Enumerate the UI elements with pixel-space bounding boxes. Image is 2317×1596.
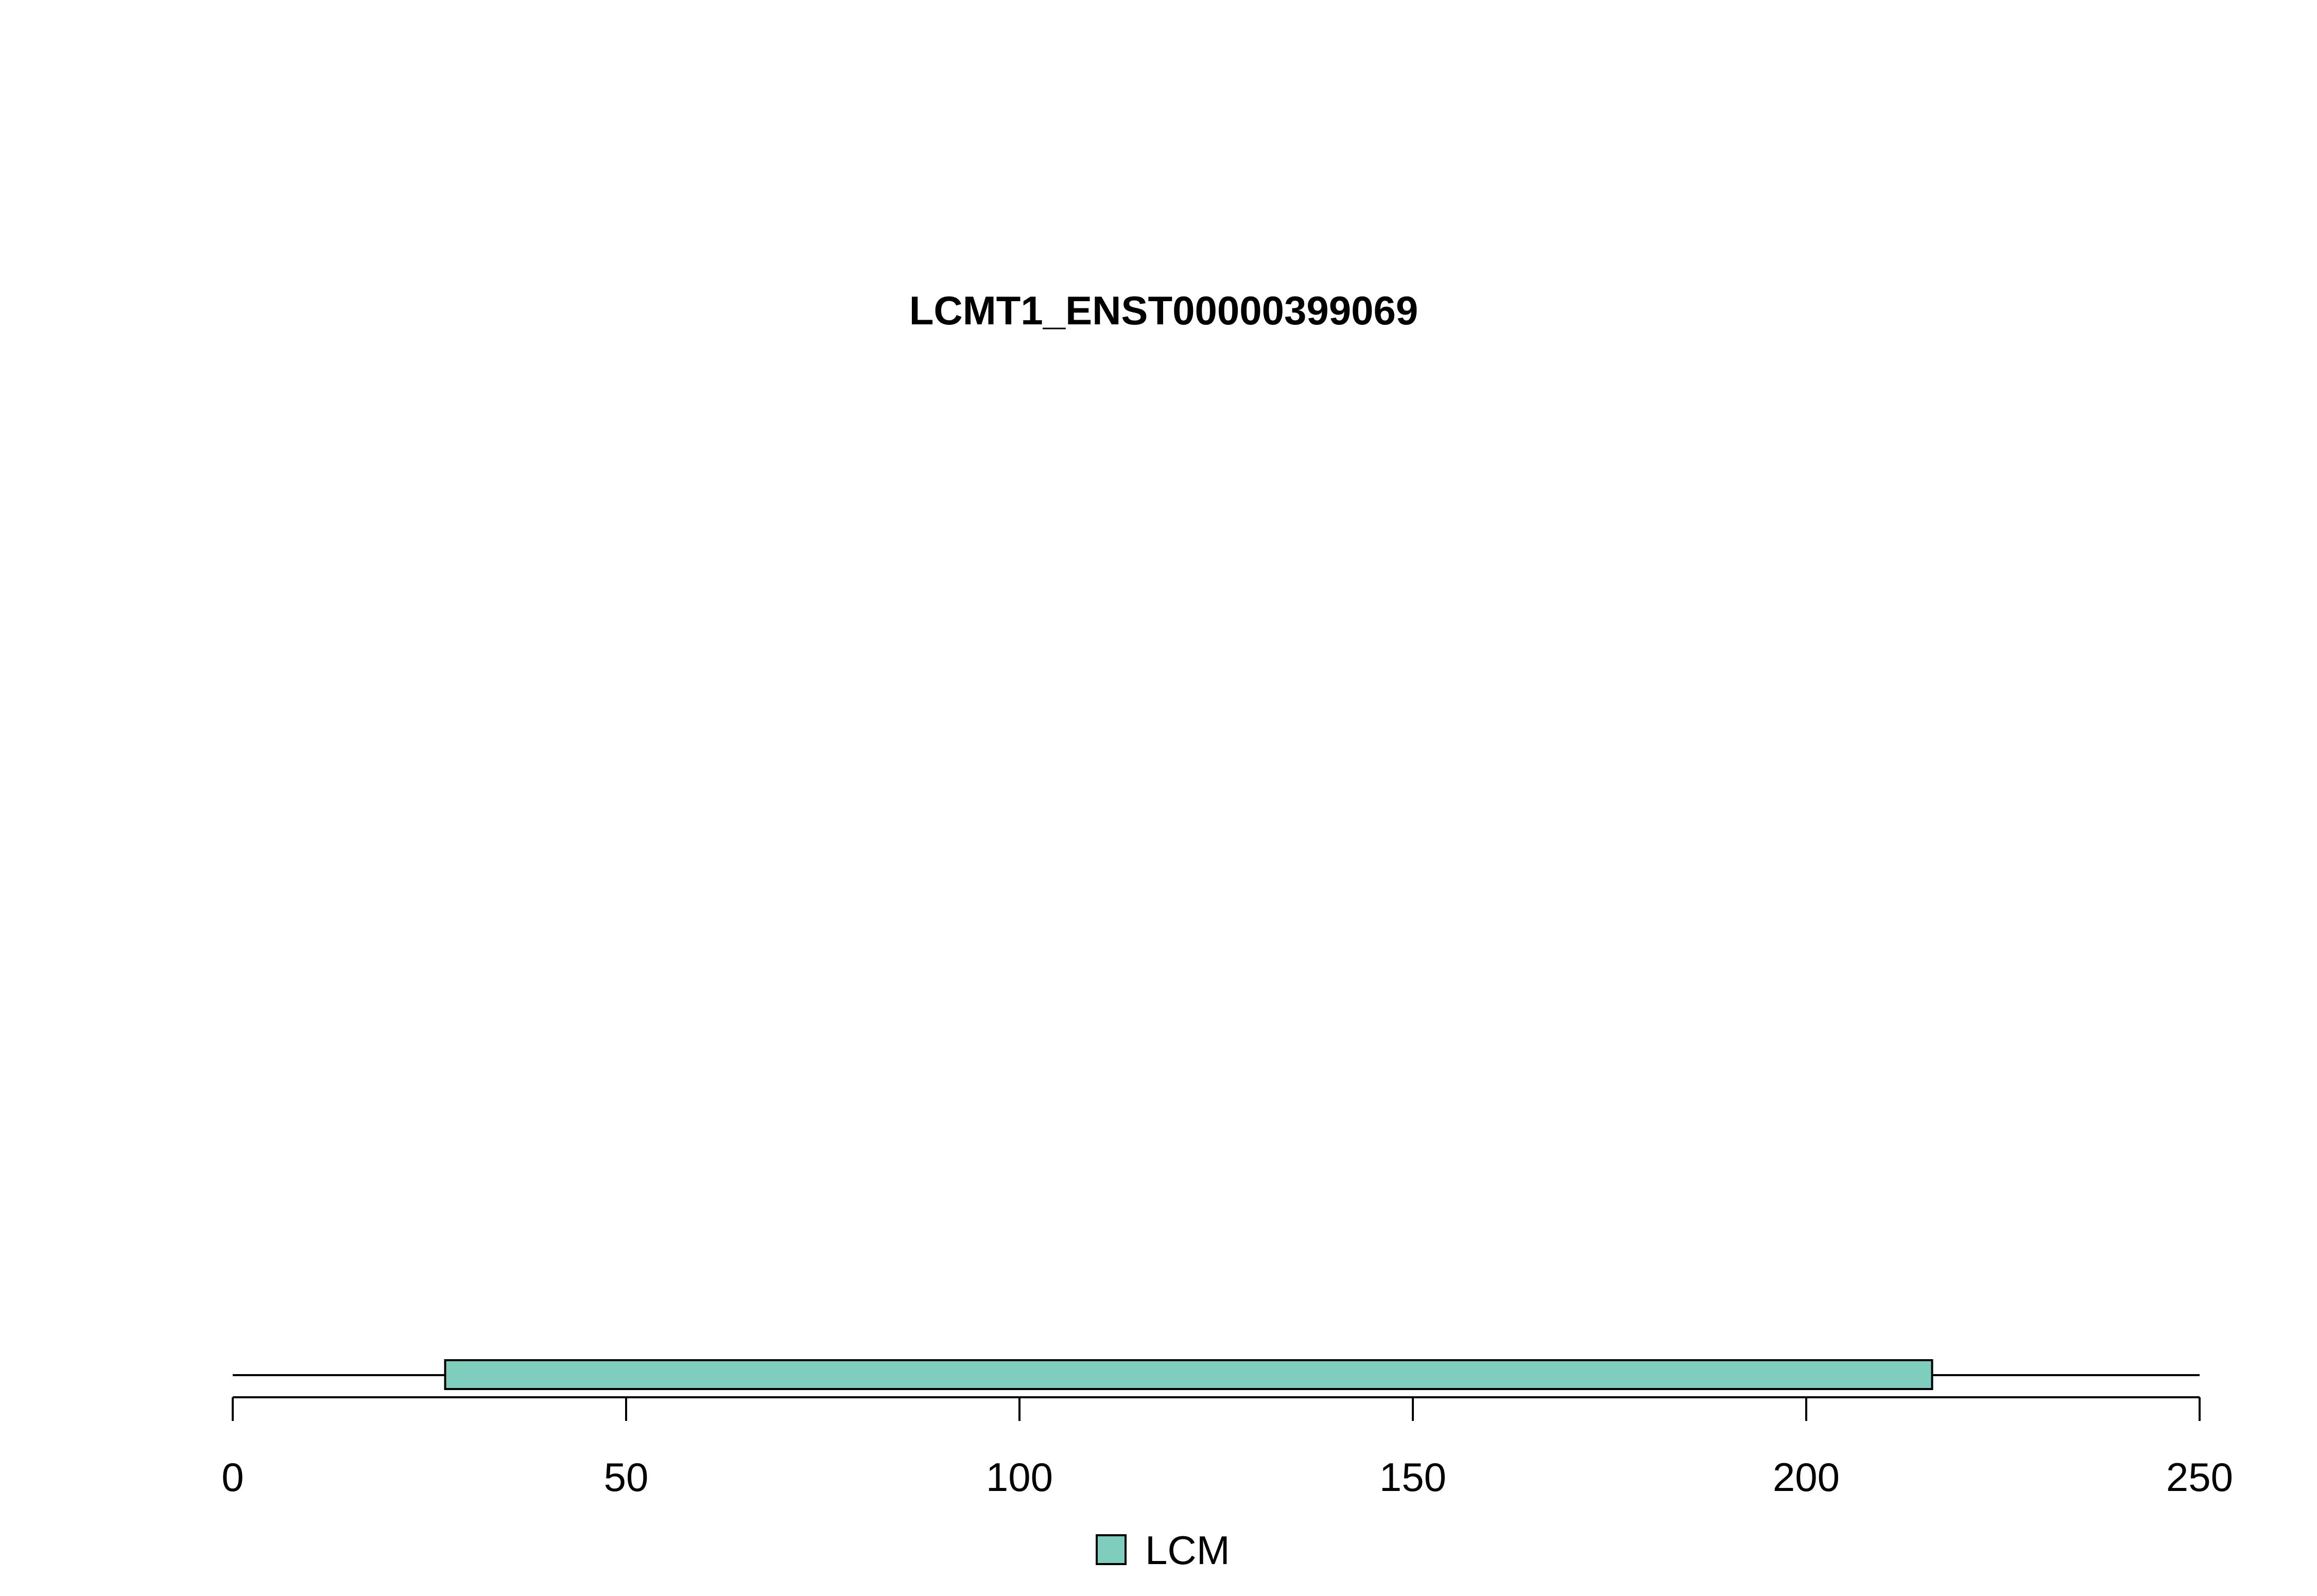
- legend-swatch-lcm: [1096, 1534, 1127, 1565]
- chart-title: LCMT1_ENST00000399069: [909, 288, 1419, 333]
- x-axis: 0 50 100 150 200 250: [221, 1396, 2233, 1500]
- x-tick-label: 150: [1379, 1454, 1446, 1500]
- x-tick-label: 250: [2166, 1454, 2233, 1500]
- legend: LCM: [1096, 1528, 1230, 1573]
- domain-layer: [444, 1359, 1933, 1390]
- legend-label-lcm: LCM: [1145, 1528, 1230, 1573]
- x-tick-label: 0: [221, 1454, 244, 1500]
- x-tick-label: 200: [1773, 1454, 1840, 1500]
- x-tick-label: 50: [604, 1454, 649, 1500]
- domain-lcm-bar: [444, 1359, 1933, 1390]
- x-tick-label: 100: [986, 1454, 1053, 1500]
